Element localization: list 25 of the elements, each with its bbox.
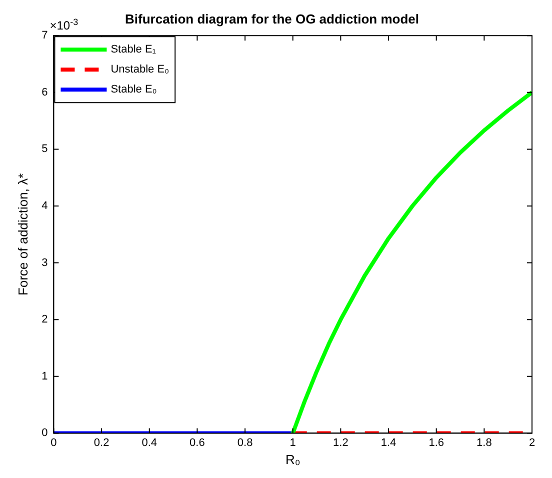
x-tick-label: 0.4: [142, 436, 158, 449]
x-tick-label: 1.8: [476, 436, 492, 449]
y-tick-label: 1: [42, 370, 48, 382]
x-axis-title: R₀: [285, 452, 300, 467]
y-tick-label: 5: [42, 143, 48, 156]
y-tick-label: 6: [42, 86, 48, 98]
legend-label: Unstable E₀: [110, 64, 170, 76]
y-tick-label: 4: [42, 200, 48, 212]
x-tick-label: 2: [528, 436, 536, 449]
chart-title: Bifurcation diagram for the OG addiction model: [125, 11, 419, 26]
x-tick-label: 0: [50, 436, 57, 449]
y-tick-label: 3: [42, 256, 48, 269]
y-tick-label: 0: [42, 427, 48, 440]
y-tick-label: 2: [42, 314, 48, 326]
x-tick-label: 1.2: [333, 436, 348, 449]
legend-label: Stable E₁: [110, 44, 156, 56]
x-tick-label: 1.4: [380, 436, 396, 449]
legend-label: Stable E₀: [110, 84, 157, 96]
x-tick-label: 0.8: [237, 436, 253, 449]
x-tick-label: 0.6: [190, 436, 205, 449]
x-tick-label: 1: [290, 436, 296, 449]
y-axis-title: Force of addiction, λ*: [15, 173, 30, 296]
x-tick-label: 0.2: [94, 436, 110, 449]
y-tick-label: 7: [42, 30, 48, 42]
x-tick-label: 1.6: [428, 436, 444, 449]
